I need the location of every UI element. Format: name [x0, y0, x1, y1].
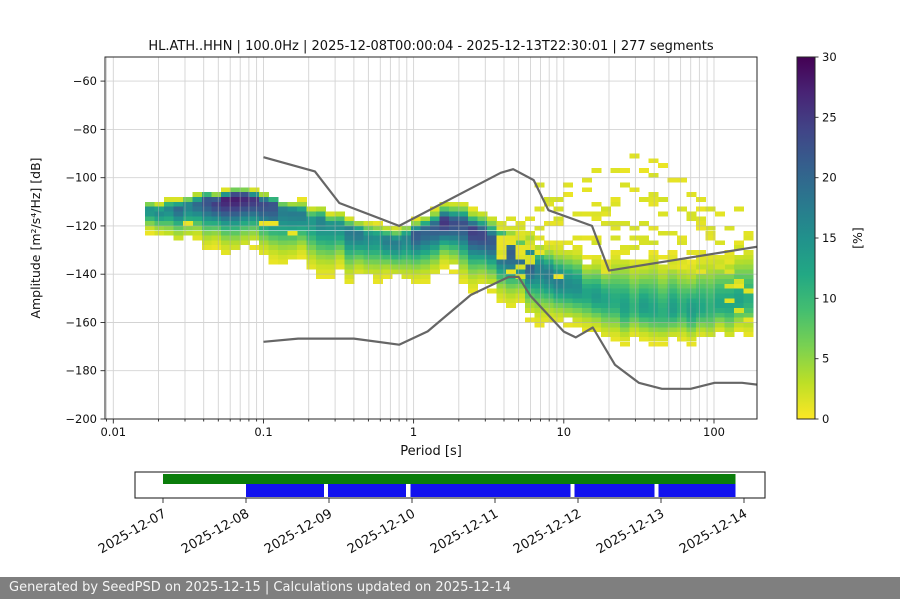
nlnm-noise-model-line: [263, 275, 757, 390]
colorbar-tick-labels: 0 5 10 15 20 25 30: [822, 50, 837, 426]
x-tick-label: 0.01: [100, 425, 126, 439]
svg-text:25: 25: [822, 110, 837, 124]
ppsd-heatmap: [144, 153, 754, 347]
y-axis-label: Amplitude [m²/s⁴/Hz] [dB]: [28, 157, 43, 319]
footer-status-bar: Generated by SeedPSD on 2025-12-15 | Cal…: [0, 577, 900, 599]
svg-text:30: 30: [822, 50, 837, 64]
ppsd-plot-svg: 0.01 0.1 1 10 100−60−80−100−120−140−160−180−…: [65, 50, 837, 557]
grid-lines: [105, 57, 757, 419]
svg-text:5: 5: [822, 352, 829, 366]
axis-tick-labels: 0.01 0.1 1 10 100 −60 −80 −100 −120 −140 −160 −180 −…: [65, 74, 725, 439]
svg-text:20: 20: [822, 171, 837, 185]
timeline-date-label: 2025-12-13: [594, 506, 667, 557]
x-tick-label: 100: [703, 425, 725, 439]
svg-text:0: 0: [822, 412, 829, 426]
y-tick-label: −200: [65, 412, 97, 426]
colorbar-label: [%]: [850, 227, 865, 249]
timeline-date-label: 2025-12-08: [179, 506, 252, 557]
timeline-date-labels: 2025-12-07 2025-12-08 2025-12-09 2025-12-10…: [96, 506, 750, 557]
timeline-date-label: 2025-12-10: [345, 506, 418, 557]
timeline-date-label: 2025-12-12: [511, 506, 584, 557]
timeline-ticks: [162, 498, 745, 503]
nhnm-noise-model-line: [263, 156, 757, 272]
timeline-date-label: 2025-12-11: [428, 506, 501, 557]
axis-ticks: [100, 80, 715, 424]
plot-frame: [104, 56, 758, 420]
y-tick-label: −140: [65, 267, 97, 281]
svg-text:15: 15: [822, 231, 837, 245]
y-tick-label: −60: [73, 74, 97, 88]
y-tick-label: −80: [73, 122, 97, 136]
plot-title: HL.ATH..HHN | 100.0Hz | 2025-12-08T00:00…: [148, 39, 714, 54]
y-tick-label: −120: [65, 219, 97, 233]
timeline-date-label: 2025-12-07: [96, 506, 169, 557]
colorbar: [796, 56, 816, 420]
y-tick-label: −160: [65, 316, 97, 330]
x-axis-label: Period [s]: [400, 444, 462, 459]
colorbar-ticks: [815, 56, 819, 420]
x-tick-label: 1: [410, 425, 417, 439]
x-tick-label: 0.1: [254, 425, 272, 439]
timeline-date-label: 2025-12-14: [677, 506, 750, 557]
timeline-date-label: 2025-12-09: [262, 506, 335, 557]
y-tick-label: −100: [65, 171, 97, 185]
svg-text:10: 10: [822, 291, 837, 305]
x-tick-label: 10: [556, 425, 571, 439]
timeline-availability-bar: [163, 474, 736, 497]
y-tick-label: −180: [65, 364, 97, 378]
